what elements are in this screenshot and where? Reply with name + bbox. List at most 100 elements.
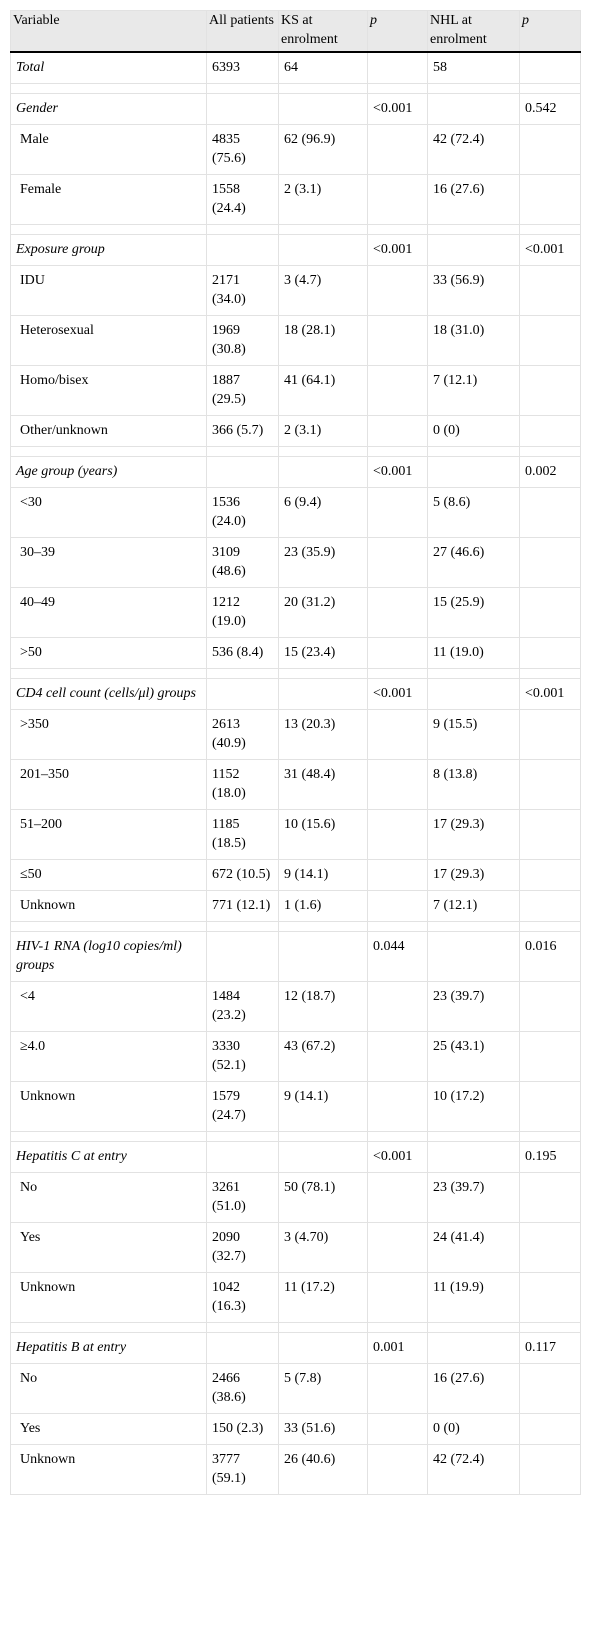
cell: 0.002: [519, 456, 581, 488]
cell: 3 (4.70): [278, 1222, 368, 1273]
empty-cell: [206, 456, 279, 488]
header-cell: NHL at enrolment: [427, 10, 520, 53]
empty-cell: [367, 1272, 428, 1323]
cell: Hepatitis C at entry: [10, 1141, 207, 1173]
spacer-cell: [10, 668, 207, 679]
empty-cell: [367, 124, 428, 175]
cell: 5 (7.8): [278, 1363, 368, 1414]
spacer-cell: [278, 921, 368, 932]
cell: <30: [10, 487, 207, 538]
cell: 10 (17.2): [427, 1081, 520, 1132]
empty-cell: [367, 1444, 428, 1495]
cell: Age group (years): [10, 456, 207, 488]
cell: 0.001: [367, 1332, 428, 1364]
cell: 1185 (18.5): [206, 809, 279, 860]
empty-cell: [278, 1332, 368, 1364]
cell: Exposure group: [10, 234, 207, 266]
data-row: >50 536 (8.4) 15 (23.4) 11 (19.0): [10, 637, 581, 669]
empty-cell: [427, 1141, 520, 1173]
cell: 64: [278, 51, 368, 84]
empty-cell: [367, 981, 428, 1032]
data-row: Unknown 1042 (16.3) 11 (17.2) 11 (19.9): [10, 1272, 581, 1323]
cell: <0.001: [367, 456, 428, 488]
empty-cell: [427, 93, 520, 125]
empty-cell: [367, 759, 428, 810]
empty-cell: [278, 931, 368, 982]
data-row: No 3261 (51.0) 50 (78.1) 23 (39.7): [10, 1172, 581, 1223]
group-row: CD4 cell count (cells/μl) groups <0.001 <0…: [10, 678, 581, 710]
spacer-cell: [206, 1322, 279, 1333]
data-row: Female 1558 (24.4) 2 (3.1) 16 (27.6): [10, 174, 581, 225]
spacer-cell: [278, 668, 368, 679]
empty-cell: [427, 234, 520, 266]
cell: 3109 (48.6): [206, 537, 279, 588]
cell: 0.044: [367, 931, 428, 982]
empty-cell: [278, 1141, 368, 1173]
empty-cell: [367, 809, 428, 860]
cell: 42 (72.4): [427, 124, 520, 175]
empty-cell: [519, 124, 581, 175]
cell: 11 (19.0): [427, 637, 520, 669]
empty-cell: [367, 1031, 428, 1082]
spacer-cell: [367, 83, 428, 94]
cell: 25 (43.1): [427, 1031, 520, 1082]
spacer-cell: [519, 921, 581, 932]
empty-cell: [519, 759, 581, 810]
empty-cell: [519, 1081, 581, 1132]
cell: 30–39: [10, 537, 207, 588]
cell: 1969 (30.8): [206, 315, 279, 366]
cell: 7 (12.1): [427, 890, 520, 922]
header-cell: p: [367, 10, 428, 53]
empty-cell: [367, 1081, 428, 1132]
empty-cell: [206, 678, 279, 710]
empty-cell: [519, 487, 581, 538]
table-body: Total 6393 64 58 Gender <0.001 0.542 Male 4835 (…: [10, 51, 581, 1495]
cell: 43 (67.2): [278, 1031, 368, 1082]
cell: 1152 (18.0): [206, 759, 279, 810]
cell: 33 (56.9): [427, 265, 520, 316]
empty-cell: [519, 587, 581, 638]
spacer-row: [10, 446, 581, 457]
cell: 201–350: [10, 759, 207, 810]
cell: 23 (39.7): [427, 981, 520, 1032]
empty-cell: [427, 931, 520, 982]
cell: 2 (3.1): [278, 174, 368, 225]
cell: 26 (40.6): [278, 1444, 368, 1495]
cell: 51–200: [10, 809, 207, 860]
spacer-cell: [278, 83, 368, 94]
empty-cell: [367, 587, 428, 638]
cell: Unknown: [10, 890, 207, 922]
spacer-cell: [519, 83, 581, 94]
data-row: 30–39 3109 (48.6) 23 (35.9) 27 (46.6): [10, 537, 581, 588]
group-row: Hepatitis C at entry <0.001 0.195: [10, 1141, 581, 1173]
cell: 40–49: [10, 587, 207, 638]
spacer-cell: [10, 446, 207, 457]
empty-cell: [519, 51, 581, 84]
cell: 12 (18.7): [278, 981, 368, 1032]
group-row: Gender <0.001 0.542: [10, 93, 581, 125]
header-cell: All patients: [206, 10, 279, 53]
empty-cell: [519, 1172, 581, 1223]
spacer-cell: [519, 1131, 581, 1142]
cell: ≤50: [10, 859, 207, 891]
cell: 9 (14.1): [278, 1081, 368, 1132]
cell: 0.542: [519, 93, 581, 125]
data-row: Yes 150 (2.3) 33 (51.6) 0 (0): [10, 1413, 581, 1445]
spacer-cell: [278, 224, 368, 235]
cell: 6 (9.4): [278, 487, 368, 538]
cell: 58: [427, 51, 520, 84]
cell: 16 (27.6): [427, 174, 520, 225]
cell: 42 (72.4): [427, 1444, 520, 1495]
cell: 11 (19.9): [427, 1272, 520, 1323]
cell: 2613 (40.9): [206, 709, 279, 760]
empty-cell: [206, 931, 279, 982]
cell: 536 (8.4): [206, 637, 279, 669]
empty-cell: [278, 456, 368, 488]
spacer-cell: [278, 446, 368, 457]
spacer-cell: [367, 668, 428, 679]
data-row: Heterosexual 1969 (30.8) 18 (28.1) 18 (31.0…: [10, 315, 581, 366]
group-row: HIV-1 RNA (log10 copies/ml) groups 0.044 0…: [10, 931, 581, 982]
spacer-row: [10, 1322, 581, 1333]
cell: 15 (23.4): [278, 637, 368, 669]
data-row: ≤50 672 (10.5) 9 (14.1) 17 (29.3): [10, 859, 581, 891]
